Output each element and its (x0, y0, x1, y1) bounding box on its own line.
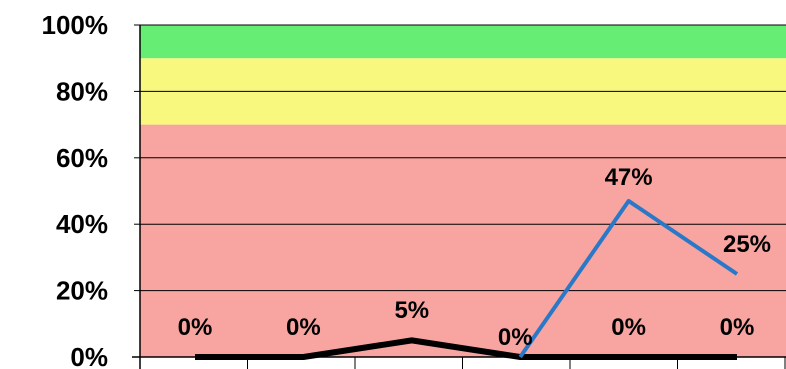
background-bands (140, 25, 786, 357)
y-axis-tick-labels: 0% 20% 40% 60% 80% 100% (42, 10, 140, 369)
data-label: 0% (611, 314, 646, 341)
band-0 (140, 124, 786, 357)
series-lines (195, 198, 739, 360)
band-2 (140, 25, 786, 59)
data-label: 0% (178, 314, 213, 341)
y-tick-label: 20% (56, 276, 108, 306)
series-line-0 (195, 337, 737, 360)
y-tick-label: 0% (70, 342, 108, 369)
data-label: 0% (498, 324, 533, 351)
data-label: 47% (605, 164, 653, 191)
data-labels: 0% 0% 5% 0% 0% 0% 47% 25% (178, 164, 771, 351)
series-line-1 (518, 198, 739, 359)
y-tick-label: 80% (56, 76, 108, 106)
y-tick-label: 40% (56, 209, 108, 239)
y-tick-label: 100% (42, 10, 109, 40)
y-tick-label: 60% (56, 143, 108, 173)
data-label: 5% (394, 297, 429, 324)
data-label: 0% (720, 314, 755, 341)
data-label: 0% (286, 314, 321, 341)
data-label: 25% (723, 231, 771, 258)
